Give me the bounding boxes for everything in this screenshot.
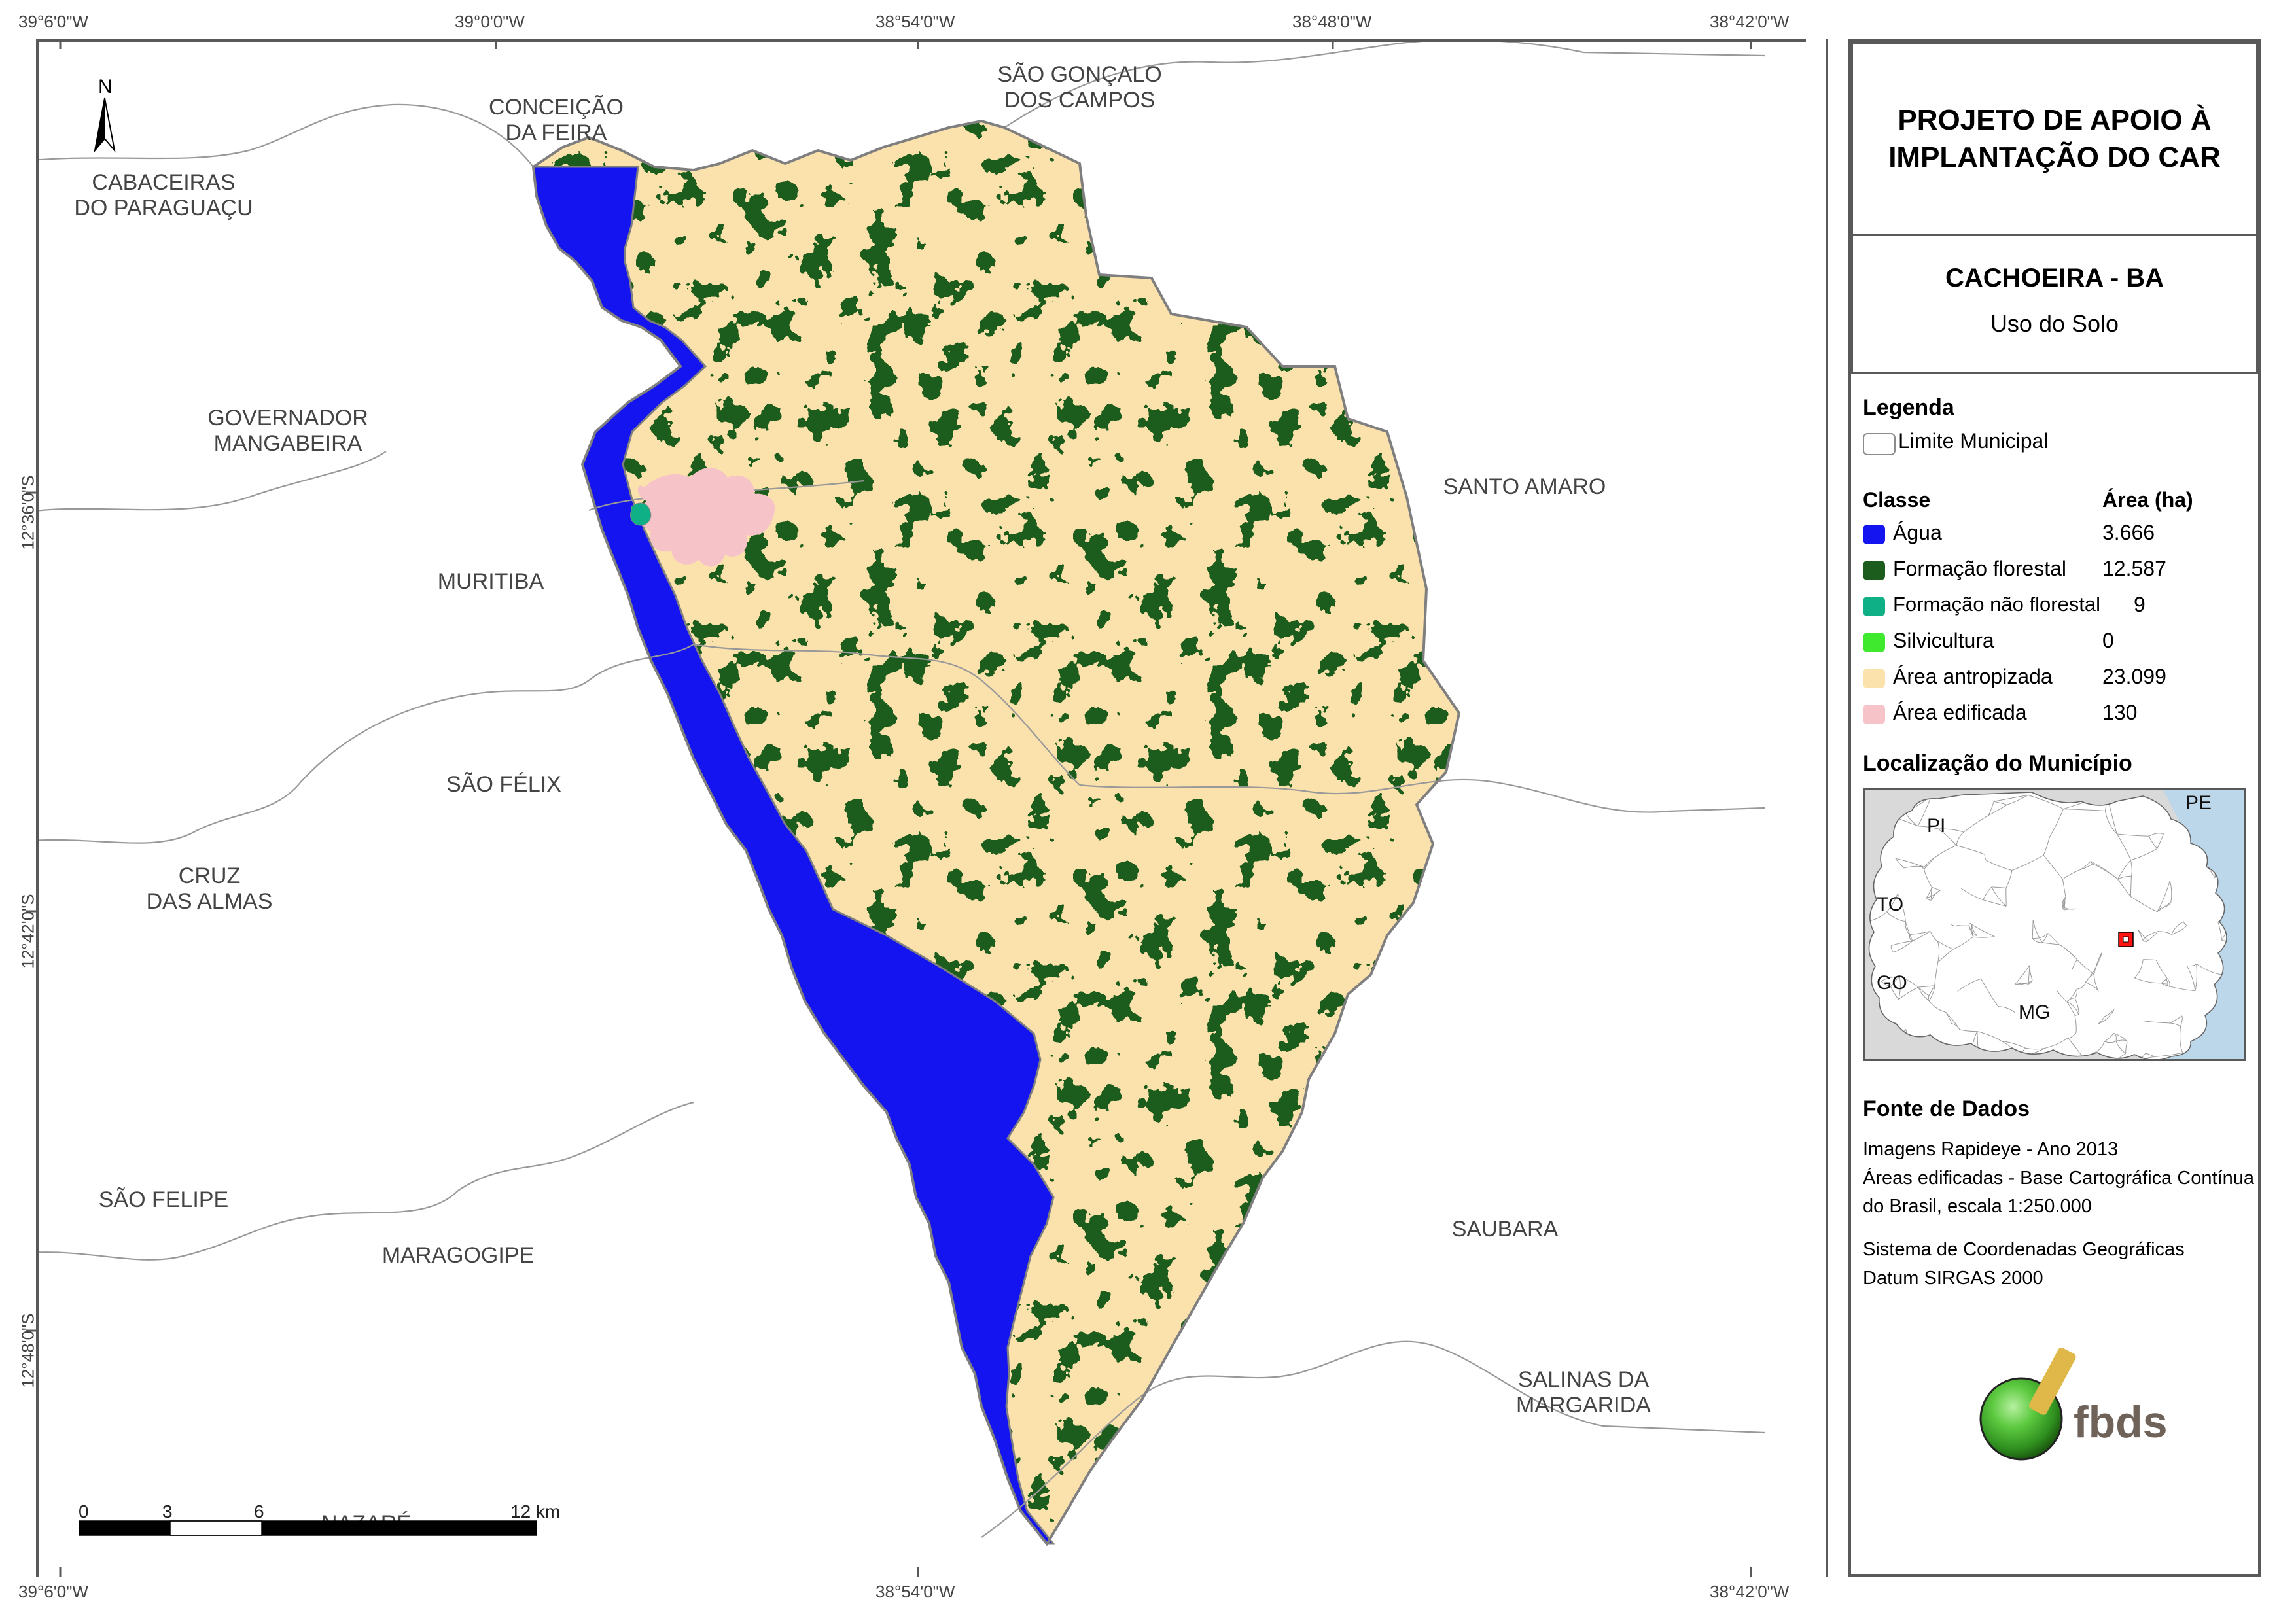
svg-text:0: 0	[79, 1501, 89, 1522]
svg-text:3: 3	[162, 1501, 173, 1522]
svg-text:PE: PE	[2185, 792, 2212, 814]
svg-text:fbds: fbds	[2074, 1397, 2168, 1447]
svg-text:GO: GO	[1877, 972, 1907, 994]
svg-text:6: 6	[254, 1501, 264, 1522]
svg-text:PI: PI	[1927, 815, 1945, 837]
svg-text:MG: MG	[2019, 1002, 2050, 1023]
svg-text:12 km: 12 km	[510, 1501, 560, 1522]
svg-text:TO: TO	[1877, 894, 1903, 915]
svg-text:N: N	[98, 79, 113, 97]
